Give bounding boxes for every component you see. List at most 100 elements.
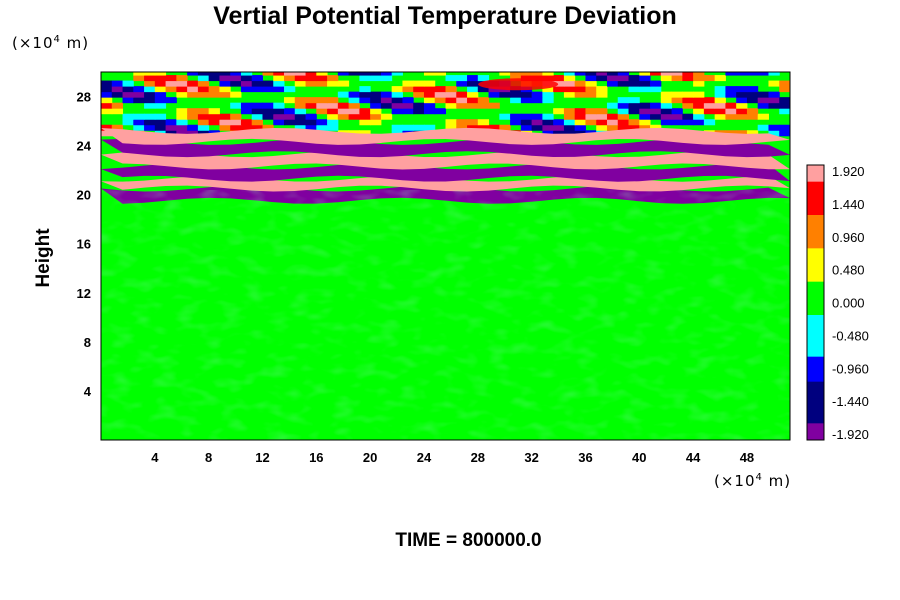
wave-cell <box>284 75 296 82</box>
wave-cell <box>402 97 414 104</box>
wave-cell <box>542 86 554 93</box>
wave-cell <box>165 80 177 87</box>
wave-cell <box>294 113 307 120</box>
wave-cell <box>542 124 554 131</box>
x-tick-label: 4 <box>151 450 159 465</box>
wave-cell <box>133 97 145 104</box>
wave-cell <box>693 102 705 109</box>
wave-cell <box>251 80 263 87</box>
wave-cell <box>456 119 468 126</box>
wave-cell <box>553 86 565 93</box>
wave-cell <box>714 113 726 120</box>
wave-cell <box>456 124 468 131</box>
wave-cell <box>316 97 328 104</box>
wave-cell <box>746 97 759 104</box>
time-label: TIME = 800000.0 <box>395 530 542 551</box>
wave-cell <box>262 86 274 93</box>
wave-cell <box>337 91 350 98</box>
wave-cell <box>617 119 630 126</box>
wave-cell <box>101 108 113 115</box>
wave-cell <box>208 113 220 120</box>
wave-cell <box>208 119 220 126</box>
wave-cell <box>563 80 576 87</box>
wave-cell <box>639 102 651 109</box>
wave-cell <box>779 130 790 137</box>
colorbar-segment <box>807 215 824 224</box>
wave-cell <box>359 108 371 115</box>
wave-cell <box>542 119 554 126</box>
wave-cell <box>746 91 759 98</box>
wave-cell <box>563 124 576 131</box>
wave-cell <box>208 108 220 115</box>
wave-cell <box>197 119 210 126</box>
wave-cell <box>790 92 801 98</box>
wave-cell <box>650 86 662 93</box>
wave-cell <box>240 72 253 76</box>
wave-cell <box>617 102 630 109</box>
wave-cell <box>628 86 640 93</box>
wave-cell <box>725 102 737 109</box>
wave-cell <box>144 119 156 126</box>
wave-cell <box>434 86 446 93</box>
wave-cell <box>359 113 371 120</box>
wave-cell <box>219 113 231 120</box>
wave-cell <box>596 91 608 98</box>
wave-cell <box>725 113 737 120</box>
wave-cell <box>445 75 457 82</box>
y-tick-label: 16 <box>77 237 91 252</box>
wave-cell <box>348 108 360 115</box>
wave-cell <box>337 72 350 76</box>
wave-cell <box>628 102 640 109</box>
wave-cell <box>650 113 662 120</box>
wave-cell <box>423 72 436 76</box>
colorbar-segment <box>807 390 824 399</box>
wave-cell <box>240 75 253 82</box>
colorbar-segment <box>807 431 824 441</box>
wave-cell <box>391 97 403 104</box>
wave-cell <box>316 75 328 82</box>
wave-cell <box>294 102 307 109</box>
wave-cell <box>542 130 554 137</box>
wave-cell <box>682 113 694 120</box>
wave-cell <box>219 75 231 82</box>
x-tick-label: 36 <box>578 450 592 465</box>
wave-cell <box>445 97 457 104</box>
wave-cell <box>327 102 339 109</box>
wave-cell <box>144 124 156 131</box>
wave-cell <box>187 80 199 87</box>
wave-cell <box>563 72 576 76</box>
wave-cell <box>477 124 490 131</box>
wave-cell <box>467 75 479 82</box>
wave-cell <box>154 75 167 82</box>
wave-cell <box>671 75 683 82</box>
wave-cell <box>445 124 457 131</box>
wave-cell <box>176 130 188 137</box>
wave-cell <box>725 108 737 115</box>
colorbar-segment <box>807 365 824 374</box>
wave-cell <box>467 86 479 93</box>
wave-cell <box>273 119 285 126</box>
wave-cell <box>337 80 350 87</box>
wave-cell <box>273 108 285 115</box>
wave-cell <box>434 72 446 76</box>
wave-cell <box>574 91 586 98</box>
wave-cell <box>122 119 134 126</box>
wave-cell <box>617 80 630 87</box>
y-axis-unit-label: m <box>66 34 83 52</box>
wave-cell <box>176 86 188 93</box>
wave-cell <box>596 108 608 115</box>
wave-cell <box>585 119 597 126</box>
y-axis-exponent: 4 <box>53 34 61 45</box>
wave-cell <box>456 91 468 98</box>
wave-cell <box>553 119 565 126</box>
wave-cell <box>165 97 177 104</box>
wave-cell <box>391 102 403 109</box>
x-axis-exponent: 4 <box>755 472 763 483</box>
wave-cell <box>294 80 307 87</box>
wave-cell <box>101 86 113 93</box>
wave-cell <box>348 91 360 98</box>
wave-cell <box>133 113 145 120</box>
wave-cell <box>413 86 425 93</box>
wave-cell <box>628 119 640 126</box>
wave-cell <box>563 113 576 120</box>
